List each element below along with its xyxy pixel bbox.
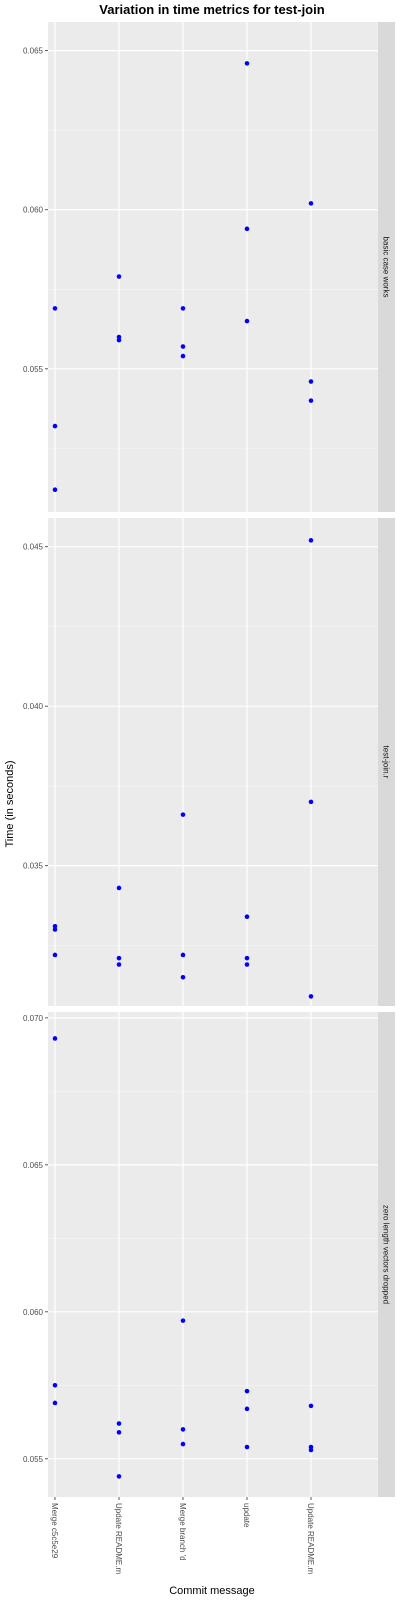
data-point [244, 226, 250, 232]
y-tick-label: 0.065 [23, 1161, 44, 1170]
panel-background [48, 22, 378, 512]
data-point [180, 974, 186, 980]
data-point [244, 1406, 250, 1412]
data-point [180, 1441, 186, 1447]
data-point [244, 1388, 250, 1394]
data-point [52, 927, 58, 932]
data-point [52, 1400, 58, 1406]
data-point [116, 885, 122, 891]
data-point [244, 955, 250, 961]
x-tick-label: Merge branch 'd [178, 1503, 187, 1561]
y-tick-label: 0.060 [23, 206, 44, 215]
y-tick-label: 0.070 [23, 1014, 44, 1023]
data-point [52, 423, 58, 429]
data-point [52, 923, 58, 929]
data-point [244, 914, 250, 919]
data-point [308, 1403, 314, 1409]
x-tick-label: Update README.m [114, 1503, 123, 1574]
y-tick-label: 0.055 [23, 1455, 44, 1464]
data-point [52, 306, 58, 311]
data-point [308, 1447, 314, 1453]
facet-strip [378, 1012, 395, 1497]
x-axis: Merge c5c5e29 Update README.m Merge branch… [50, 1497, 315, 1574]
facet-strip-label: zero length vectors dropped [382, 1205, 391, 1304]
data-point [244, 962, 250, 967]
data-point [116, 1421, 122, 1426]
data-point [308, 398, 314, 403]
panel-2: 0.035 0.040 0.045 test-join.r [23, 518, 395, 1006]
x-tick-label: update [242, 1503, 251, 1528]
data-point [180, 1318, 186, 1323]
y-tick-label: 0.060 [23, 1308, 44, 1317]
panels-group: 0.055 0.060 0.065 basic case works 0.035 0.04… [23, 22, 395, 1497]
y-tick-label: 0.035 [23, 862, 44, 871]
data-point [180, 344, 186, 349]
data-point [52, 952, 58, 958]
data-point [52, 1036, 58, 1041]
facet-strip-label: basic case works [382, 237, 391, 298]
y-tick-label: 0.040 [23, 702, 44, 711]
data-point [308, 379, 314, 384]
facet-strip [378, 518, 395, 1006]
y-axis-label: Time (in seconds) [4, 760, 16, 847]
data-point [180, 812, 186, 817]
chart-title: Variation in time metrics for test-join [99, 2, 324, 17]
panel-background [48, 1012, 378, 1497]
panel-1: 0.055 0.060 0.065 basic case works [23, 22, 395, 512]
data-point [308, 994, 314, 999]
data-point [52, 1383, 58, 1388]
facet-strip-label: test-join.r [382, 746, 391, 779]
data-point [180, 306, 186, 311]
data-point [116, 1474, 122, 1479]
data-point [52, 487, 58, 493]
facet-strip [378, 22, 395, 512]
x-tick-label: Update README.m [306, 1503, 315, 1574]
data-point [116, 955, 122, 961]
y-tick-label: 0.055 [23, 365, 44, 374]
data-point [116, 962, 122, 967]
data-point [180, 1427, 186, 1432]
panel-3: 0.055 0.060 0.065 0.070 zero length vectors … [23, 1012, 395, 1497]
data-point [180, 353, 186, 359]
x-axis-label: Commit message [169, 1585, 255, 1597]
y-tick-label: 0.065 [23, 47, 44, 56]
data-point [308, 538, 314, 543]
y-tick-label: 0.045 [23, 543, 44, 552]
data-point [180, 952, 186, 958]
data-point [308, 201, 314, 206]
data-point [116, 337, 122, 343]
data-point [244, 318, 250, 324]
x-tick-label: Merge c5c5e29 [50, 1503, 59, 1559]
data-point [244, 1444, 250, 1450]
data-point [244, 61, 250, 66]
data-point [116, 274, 122, 279]
data-point [116, 1430, 122, 1435]
data-point [308, 799, 314, 805]
data-point [116, 334, 122, 340]
panel-background [48, 518, 378, 1006]
